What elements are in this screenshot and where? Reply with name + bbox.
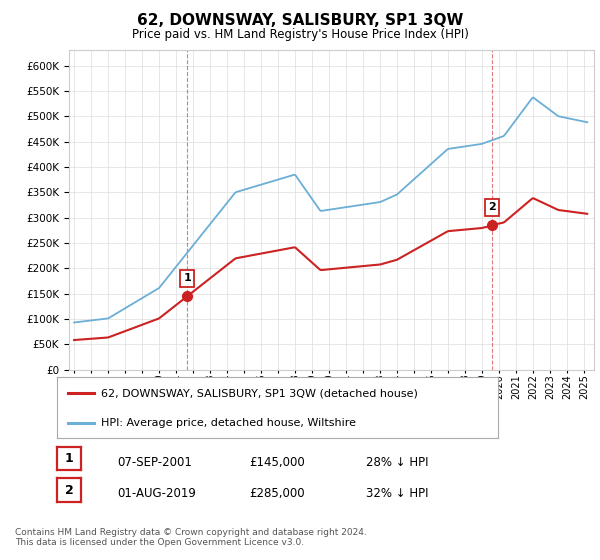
- Text: 28% ↓ HPI: 28% ↓ HPI: [366, 456, 428, 469]
- Text: 32% ↓ HPI: 32% ↓ HPI: [366, 487, 428, 501]
- Text: 62, DOWNSWAY, SALISBURY, SP1 3QW: 62, DOWNSWAY, SALISBURY, SP1 3QW: [137, 13, 463, 28]
- Text: Contains HM Land Registry data © Crown copyright and database right 2024.
This d: Contains HM Land Registry data © Crown c…: [15, 528, 367, 547]
- Text: 2: 2: [488, 203, 496, 212]
- Text: 2: 2: [65, 483, 73, 497]
- Text: 1: 1: [65, 452, 73, 465]
- Text: HPI: Average price, detached house, Wiltshire: HPI: Average price, detached house, Wilt…: [101, 418, 356, 428]
- Text: 01-AUG-2019: 01-AUG-2019: [117, 487, 196, 501]
- Text: £145,000: £145,000: [249, 456, 305, 469]
- Text: £285,000: £285,000: [249, 487, 305, 501]
- Text: Price paid vs. HM Land Registry's House Price Index (HPI): Price paid vs. HM Land Registry's House …: [131, 28, 469, 41]
- Text: 1: 1: [184, 273, 191, 283]
- Text: 07-SEP-2001: 07-SEP-2001: [117, 456, 192, 469]
- Text: 62, DOWNSWAY, SALISBURY, SP1 3QW (detached house): 62, DOWNSWAY, SALISBURY, SP1 3QW (detach…: [101, 388, 418, 398]
